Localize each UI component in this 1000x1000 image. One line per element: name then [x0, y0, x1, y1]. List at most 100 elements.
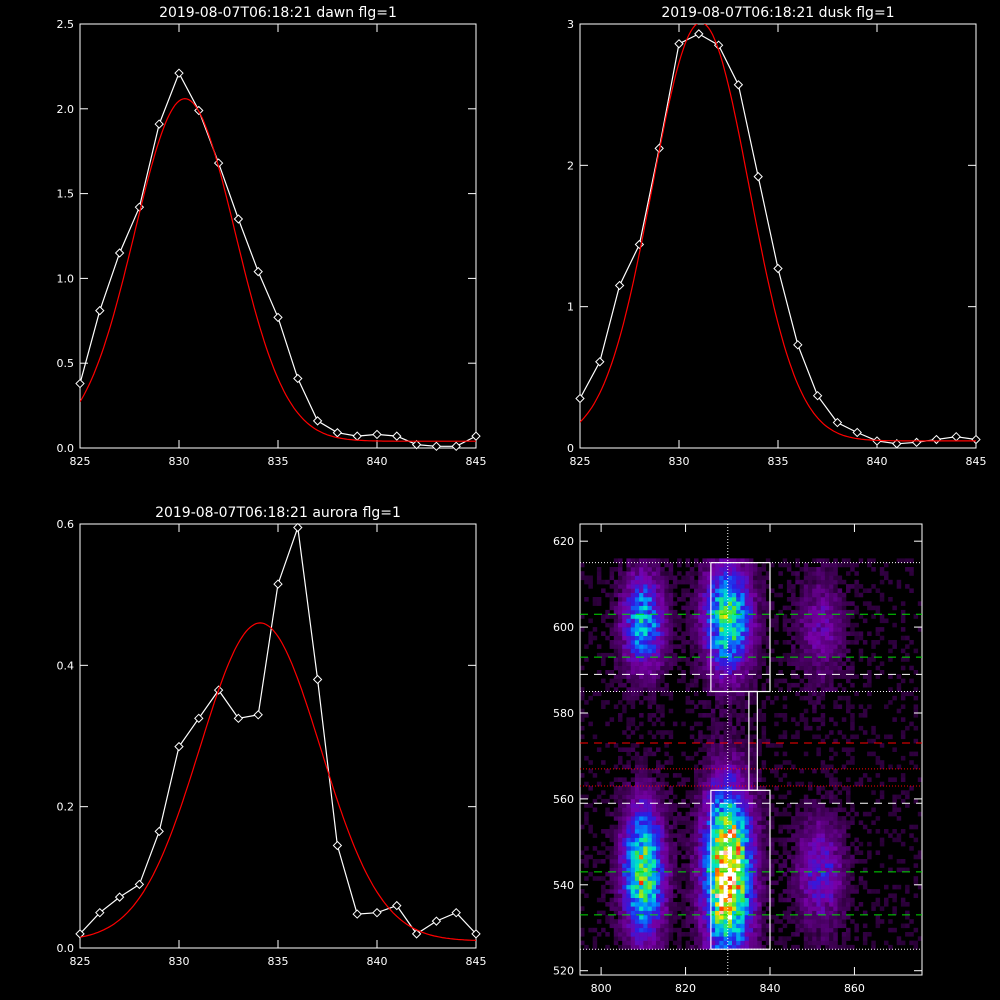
heatmap-cell [900, 609, 906, 615]
heatmap-cell [892, 695, 897, 701]
heatmap-cell [639, 932, 644, 937]
heatmap-cell [719, 833, 724, 838]
heatmap-cell [580, 927, 585, 933]
heatmap-cell [702, 927, 707, 933]
heatmap-cell [740, 717, 745, 722]
heatmap-cell [605, 846, 610, 851]
heatmap-cell [740, 618, 745, 624]
heatmap-cell [757, 794, 762, 800]
heatmap-cell [698, 644, 703, 649]
heatmap-cell [694, 824, 699, 830]
heatmap-cell [744, 867, 750, 873]
heatmap-cell [820, 713, 826, 718]
heatmap-cell [782, 871, 788, 877]
heatmap-cell [896, 708, 902, 714]
heatmap-cell [841, 863, 847, 868]
heatmap-cell [867, 811, 872, 817]
heatmap-cell [744, 751, 750, 757]
heatmap-cell [803, 914, 809, 920]
heatmap-cell [643, 889, 648, 894]
heatmap-cell [748, 773, 754, 778]
heatmap-cell [630, 932, 636, 937]
heatmap-cell [732, 944, 737, 950]
heatmap-cell [719, 760, 724, 765]
heatmap-cell [668, 893, 674, 898]
heatmap-cell [710, 910, 716, 916]
heatmap-cell [770, 820, 775, 825]
heatmap-cell [647, 665, 653, 671]
heatmap-cell [808, 807, 813, 813]
heatmap-cell [884, 902, 889, 907]
heatmap-cell [605, 807, 610, 813]
heatmap-cell [765, 790, 771, 795]
heatmap-cell [841, 640, 847, 645]
heatmap-cell [875, 889, 881, 894]
heatmap-cell [753, 910, 758, 916]
heatmap-cell [689, 919, 695, 924]
heatmap-cell [656, 807, 661, 813]
heatmap-cell [761, 811, 767, 817]
heatmap-cell [706, 635, 712, 641]
heatmap-cell [656, 927, 661, 933]
heatmap-cell [858, 859, 864, 864]
heatmap-cell [613, 644, 619, 649]
heatmap-cell [618, 902, 623, 907]
heatmap-cell [732, 880, 737, 886]
heatmap-cell [618, 906, 623, 911]
heatmap-cell [710, 579, 716, 585]
heatmap-cell [639, 567, 644, 572]
heatmap-cell [694, 923, 699, 929]
heatmap-cell [651, 631, 657, 636]
heatmap-cell [618, 657, 623, 662]
heatmap-cell [748, 923, 754, 929]
heatmap-cell [601, 841, 606, 847]
heatmap-cell [596, 670, 602, 675]
heatmap-cell [913, 944, 919, 950]
heatmap-cell [879, 764, 885, 770]
heatmap-cell [824, 940, 830, 946]
heatmap-cell [710, 936, 716, 941]
heatmap-cell [710, 932, 716, 937]
heatmap-cell [715, 652, 720, 658]
heatmap-cell [782, 773, 788, 778]
heatmap-cell [816, 682, 821, 688]
heatmap-cell [668, 927, 674, 933]
heatmap-cell [706, 850, 712, 855]
heatmap-cell [630, 661, 636, 666]
heatmap-cell [584, 854, 589, 860]
heatmap-cell [584, 597, 589, 602]
heatmap-cell [664, 631, 669, 636]
heatmap-cell [757, 876, 762, 881]
heatmap-cell [710, 609, 716, 615]
heatmap-cell [647, 927, 653, 933]
heatmap-cell [833, 829, 838, 834]
heatmap-cell [664, 773, 669, 778]
heatmap-cell [744, 794, 750, 800]
heatmap-cell [727, 592, 733, 598]
heatmap-cell [626, 687, 631, 692]
heatmap-cell [647, 661, 653, 666]
heatmap-cell [846, 906, 851, 911]
heatmap-cell [770, 562, 775, 568]
heatmap-cell [613, 816, 619, 821]
heatmap-cell [647, 652, 653, 658]
heatmap-cell [732, 622, 737, 628]
heatmap-cell [685, 871, 691, 877]
heatmap-cell [596, 644, 602, 649]
heatmap-cell [639, 829, 644, 834]
heatmap-cell [795, 657, 800, 662]
heatmap-cell [837, 588, 843, 593]
heatmap-cell [808, 579, 813, 585]
heatmap-cell [685, 601, 691, 606]
heatmap-cell [896, 859, 902, 864]
heatmap-cell [803, 584, 809, 589]
heatmap-cell [592, 597, 598, 602]
heatmap-cell [719, 936, 724, 941]
heatmap-cell [719, 674, 724, 679]
heatmap-cell [829, 773, 834, 778]
heatmap-cell [892, 884, 897, 890]
heatmap-cell [850, 902, 855, 907]
heatmap-cell [740, 923, 745, 929]
heatmap-cell [824, 605, 830, 611]
heatmap-cell [626, 635, 631, 641]
